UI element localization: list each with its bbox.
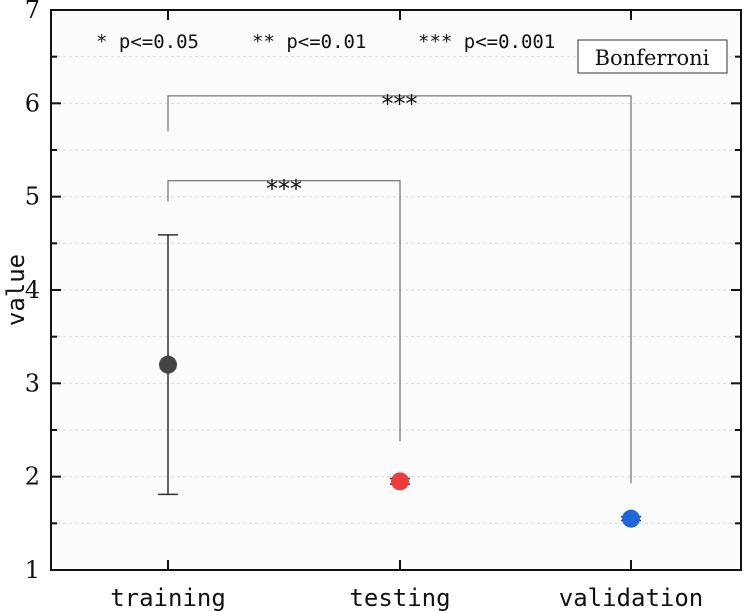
- sig-legend-2: ** p<=0.01: [252, 31, 366, 53]
- y-tick-label: 4: [25, 276, 40, 304]
- method-box-border: [577, 39, 728, 74]
- bracket-label: ***: [266, 175, 302, 203]
- y-tick-label: 3: [25, 369, 40, 397]
- x-tick-label-validation: validation: [559, 584, 704, 611]
- significance-legend: * p<=0.05 ** p<=0.01 *** p<=0.001: [96, 31, 555, 53]
- y-axis-label: value: [2, 254, 30, 326]
- y-axis-ticks: 1 2 3 4 5 6 7: [25, 0, 741, 584]
- sig-legend-1: * p<=0.05: [96, 31, 199, 53]
- sig-legend-3: *** p<=0.001: [418, 31, 555, 53]
- point-group-testing: [390, 472, 410, 491]
- significance-brackets: *** ***: [167, 90, 632, 484]
- y-tick-label: 1: [25, 556, 40, 584]
- method-box: Bonferroni: [577, 39, 728, 74]
- data-point-validation: [622, 509, 640, 528]
- bracket-label: ***: [382, 90, 418, 118]
- data-points: [158, 234, 641, 528]
- method-label: Bonferroni: [595, 46, 710, 70]
- data-point-training: [159, 355, 177, 374]
- x-tick-label-training: training: [110, 584, 226, 611]
- point-group-validation: [621, 509, 641, 528]
- point-group-training: [158, 234, 178, 496]
- y-tick-label: 6: [25, 89, 40, 117]
- x-tick-label-testing: testing: [349, 584, 450, 611]
- y-tick-label: 2: [25, 463, 40, 491]
- bracket-training-validation: [167, 95, 632, 484]
- y-tick-label: 7: [25, 0, 40, 24]
- data-point-testing: [391, 472, 409, 491]
- y-tick-label: 5: [25, 183, 40, 211]
- bracket-training-testing: [167, 180, 401, 442]
- x-axis-ticks: training testing validation: [110, 10, 703, 611]
